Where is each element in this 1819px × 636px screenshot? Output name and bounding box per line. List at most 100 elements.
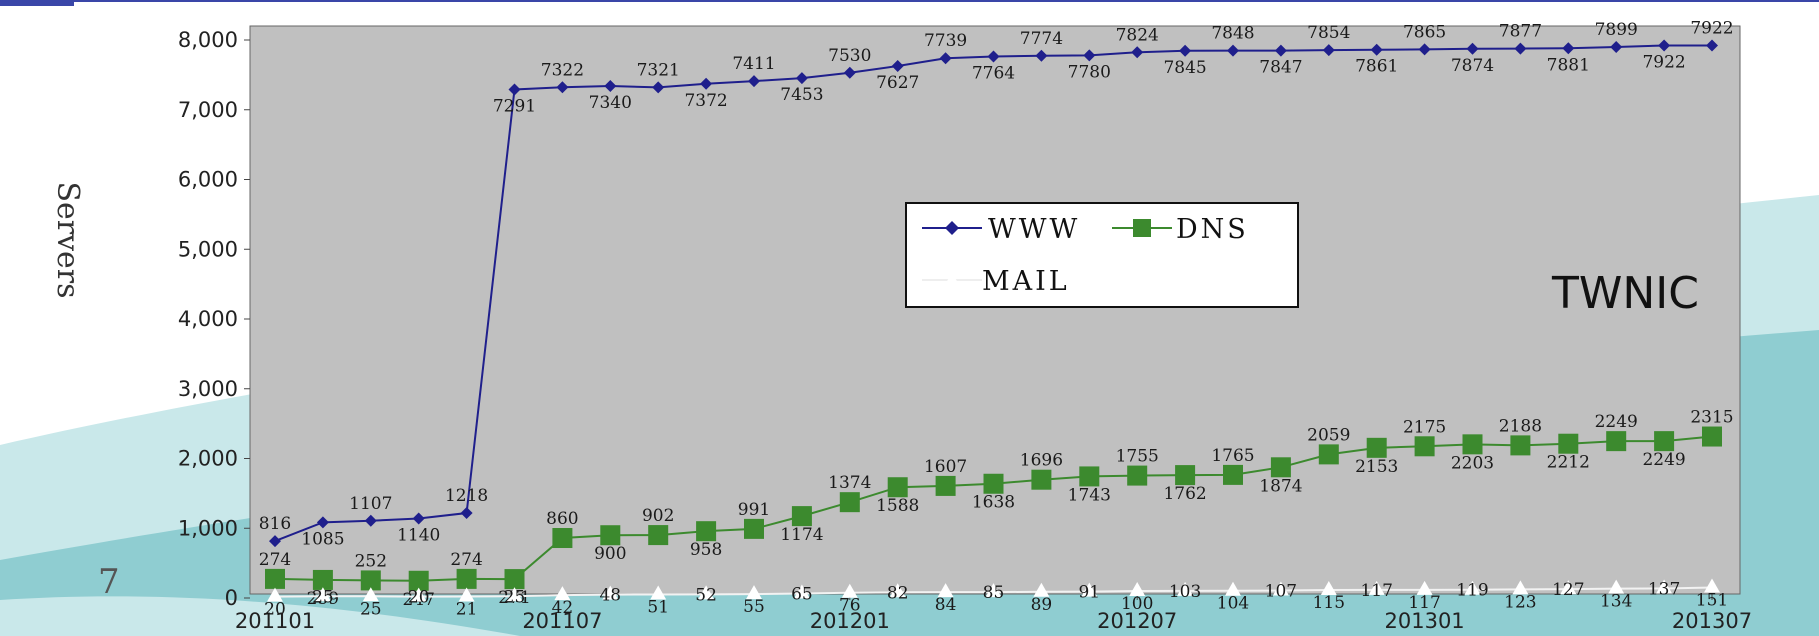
point-www xyxy=(939,52,952,65)
point-dns xyxy=(1079,466,1100,487)
data-label-www: 7627 xyxy=(876,73,919,93)
data-label-www: 7848 xyxy=(1211,24,1254,44)
point-dns xyxy=(839,492,860,513)
data-label-www: 7881 xyxy=(1547,55,1590,75)
x-tick-label: 201207 xyxy=(1097,609,1177,633)
point-www xyxy=(269,535,281,548)
top-border xyxy=(0,0,1819,2)
data-label-mail: 25 xyxy=(360,599,382,619)
y-tick-label: 8,000 xyxy=(178,28,238,52)
point-dns xyxy=(744,518,764,539)
point-www xyxy=(748,75,760,88)
data-label-mail: 85 xyxy=(983,583,1005,603)
data-label-www: 7340 xyxy=(589,93,632,113)
data-label-www: 7764 xyxy=(972,63,1015,83)
point-mail xyxy=(362,587,379,602)
legend-label-mail: MAIL xyxy=(982,266,1070,297)
x-tick-label: 201107 xyxy=(522,609,602,633)
data-label-dns: 1588 xyxy=(876,496,919,516)
point-www xyxy=(316,516,329,529)
point-dns xyxy=(1462,434,1483,455)
point-www xyxy=(1179,44,1192,57)
legend-marker-dns xyxy=(1133,219,1151,237)
data-label-www: 7854 xyxy=(1307,23,1350,43)
data-label-mail: 117 xyxy=(1360,581,1392,601)
point-www xyxy=(508,83,521,96)
data-label-www: 7774 xyxy=(1020,29,1063,49)
data-label-www: 7899 xyxy=(1595,20,1638,40)
point-mail xyxy=(889,583,906,598)
data-label-dns: 1374 xyxy=(828,473,871,493)
point-www xyxy=(1562,42,1575,55)
data-label-dns: 252 xyxy=(355,551,387,571)
series-dns: 2742592522472742718609009029589911174137… xyxy=(259,408,1734,610)
data-label-www: 1218 xyxy=(445,486,488,506)
point-www xyxy=(843,66,856,79)
data-label-mail: 91 xyxy=(1078,583,1100,603)
point-dns xyxy=(1366,437,1387,458)
point-www xyxy=(1227,44,1239,57)
data-label-dns: 2212 xyxy=(1547,453,1590,473)
point-mail xyxy=(698,585,715,600)
y-tick-label: 4,000 xyxy=(178,307,238,331)
point-dns xyxy=(312,569,333,590)
point-mail xyxy=(1368,580,1385,595)
y-tick-label: 1,000 xyxy=(178,516,238,540)
data-label-mail: 137 xyxy=(1648,579,1680,599)
data-label-dns: 2249 xyxy=(1642,450,1685,470)
data-label-mail: 104 xyxy=(1217,594,1249,614)
data-label-dns: 991 xyxy=(738,500,770,520)
data-label-dns: 958 xyxy=(690,540,722,560)
data-label-www: 7845 xyxy=(1163,58,1206,78)
point-mail xyxy=(1272,581,1289,596)
point-mail xyxy=(1656,579,1673,594)
x-axis: 201101 201107 201201 201207 201301 201307 xyxy=(235,594,1752,633)
legend-label-www: WWW xyxy=(988,214,1080,245)
data-label-mail: 119 xyxy=(1456,581,1488,601)
data-label-dns: 2175 xyxy=(1403,417,1446,437)
data-label-www: 7411 xyxy=(732,54,775,74)
data-label-mail: 115 xyxy=(1313,593,1345,613)
data-label-mail: 117 xyxy=(1408,593,1440,613)
legend-label-dns: DNS xyxy=(1176,214,1249,245)
x-tick-label: 201201 xyxy=(810,609,890,633)
point-www xyxy=(987,50,1000,63)
point-mail xyxy=(410,587,427,602)
point-www xyxy=(891,60,904,73)
point-www xyxy=(1322,44,1335,57)
point-dns xyxy=(456,568,477,589)
data-label-dns: 2059 xyxy=(1307,425,1350,445)
point-www xyxy=(1131,46,1144,59)
point-mail xyxy=(1129,582,1146,597)
data-label-www: 1140 xyxy=(397,525,440,545)
point-mail xyxy=(267,587,283,602)
data-label-mail: 25 xyxy=(504,587,526,607)
point-dns xyxy=(887,477,908,498)
point-dns xyxy=(600,525,621,546)
data-label-dns: 860 xyxy=(546,509,578,529)
data-label-www: 7291 xyxy=(493,96,536,116)
data-label-mail: 20 xyxy=(408,588,430,608)
y-axis: 0 1,000 2,000 3,000 4,000 5,000 6,000 7,000 8,00… xyxy=(178,28,250,610)
point-mail xyxy=(841,583,858,598)
point-dns xyxy=(1606,431,1627,452)
point-dns xyxy=(265,568,285,589)
point-dns xyxy=(360,570,381,591)
point-www xyxy=(1658,39,1671,52)
top-accent-mark xyxy=(0,0,74,6)
point-mail xyxy=(1608,579,1625,594)
point-www xyxy=(1514,42,1527,55)
data-label-dns: 1638 xyxy=(972,493,1015,513)
data-label-www: 1107 xyxy=(349,494,392,514)
series-mail: 20 25 25 20 21 25 42 48 51 52 55 65 76 82 84 85 89 91 100 1… xyxy=(264,578,1728,620)
data-label-www: 7321 xyxy=(637,60,680,80)
point-dns xyxy=(504,569,525,590)
data-label-mail: 151 xyxy=(1696,590,1728,610)
point-mail xyxy=(1464,580,1481,595)
point-dns xyxy=(791,506,812,527)
data-label-www: 7865 xyxy=(1403,22,1446,42)
point-mail xyxy=(1033,582,1050,597)
point-dns xyxy=(1318,444,1339,465)
data-label-mail: 76 xyxy=(839,596,861,616)
